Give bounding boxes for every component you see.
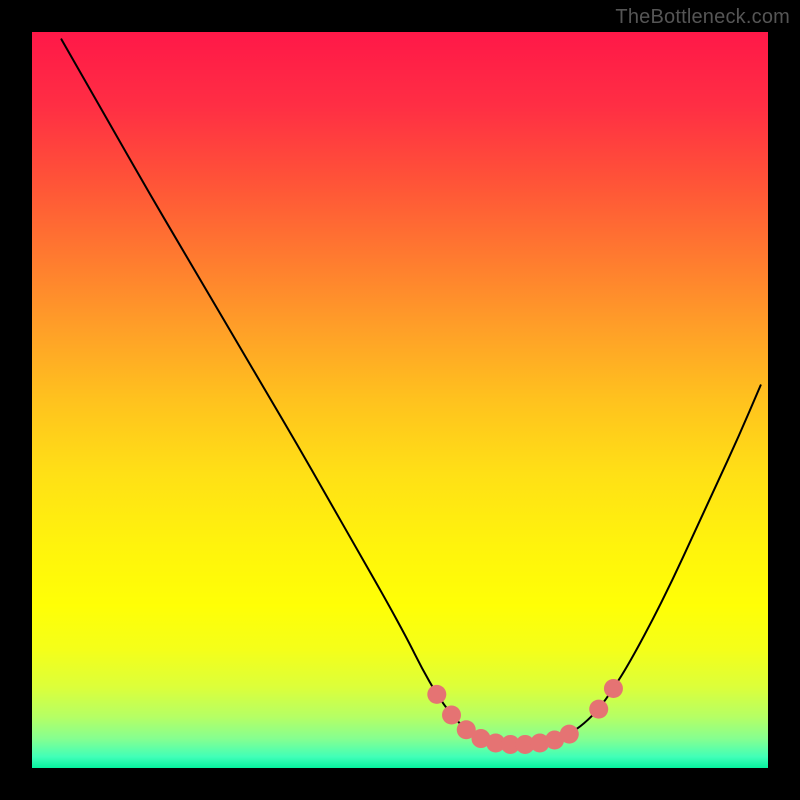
plot-gradient-background (32, 32, 768, 768)
marker-point (604, 679, 623, 698)
watermark-text: TheBottleneck.com (615, 6, 790, 29)
chart-stage: TheBottleneck.com (0, 0, 800, 800)
marker-point (560, 725, 579, 744)
marker-point (442, 706, 461, 725)
marker-point (589, 700, 608, 719)
marker-point (427, 685, 446, 704)
bottleneck-chart (0, 0, 800, 800)
